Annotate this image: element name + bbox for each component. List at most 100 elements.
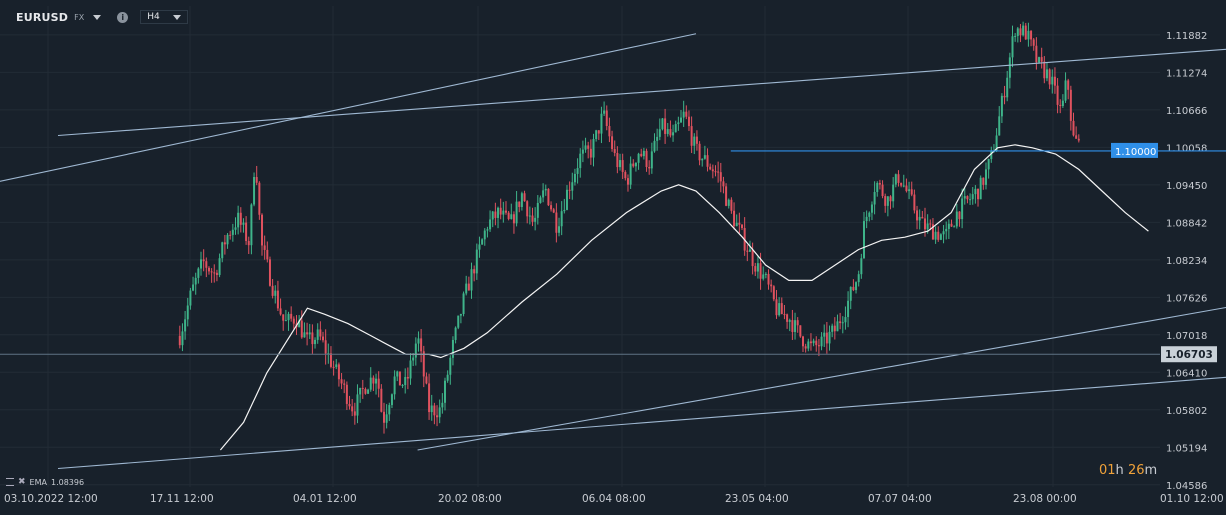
trendline[interactable] xyxy=(0,33,697,228)
indicator-remove-icon[interactable]: ✖ xyxy=(18,477,26,487)
candle-body xyxy=(571,182,574,191)
candle-body xyxy=(889,196,892,202)
candle-body xyxy=(573,173,576,183)
candle-body xyxy=(385,414,388,423)
candle-body xyxy=(210,271,213,273)
candle-body xyxy=(356,394,359,416)
candle-body xyxy=(807,341,810,349)
candle-body xyxy=(937,231,940,240)
candle-body xyxy=(860,258,863,275)
candle-body xyxy=(942,231,945,235)
y-tick-label: 1.07626 xyxy=(1166,293,1207,304)
market-label: FX xyxy=(74,12,85,22)
candle-body xyxy=(412,357,415,361)
candle-body xyxy=(565,189,568,210)
timeframe-select[interactable]: H4 xyxy=(140,10,188,24)
candle-body xyxy=(319,329,322,337)
candle-body xyxy=(181,331,184,346)
candle-body xyxy=(1000,95,1003,117)
candle-body xyxy=(656,136,659,141)
candle-body xyxy=(703,155,706,159)
candle-body xyxy=(207,267,210,272)
level-price-tag-label: 1.10000 xyxy=(1115,147,1156,158)
candle-body xyxy=(271,285,274,296)
x-tick-label: 17.11 12:00 xyxy=(150,493,214,505)
trendline[interactable] xyxy=(417,256,1226,451)
candle-body xyxy=(414,343,417,358)
candle-body xyxy=(353,411,356,416)
candle-body xyxy=(680,117,683,123)
candle-body xyxy=(849,286,852,301)
candle-body xyxy=(430,405,433,413)
candle-body xyxy=(926,223,929,230)
candle-body xyxy=(221,242,224,259)
candle-body xyxy=(852,286,855,291)
candle-body xyxy=(200,259,203,269)
candle-body xyxy=(945,228,948,232)
candle-body xyxy=(632,163,635,167)
trendline[interactable] xyxy=(57,28,1226,137)
candle-body xyxy=(422,351,425,377)
candle-body xyxy=(892,184,895,202)
candle-body xyxy=(184,319,187,332)
candle-body xyxy=(772,286,775,300)
candle-body xyxy=(239,212,242,225)
candle-body xyxy=(682,111,685,118)
candle-body xyxy=(884,196,887,206)
candle-body xyxy=(1027,30,1030,40)
candle-body xyxy=(767,273,770,285)
candle-body xyxy=(218,258,221,275)
candle-body xyxy=(382,411,385,423)
candle-body xyxy=(1075,135,1078,139)
candle-body xyxy=(213,272,216,274)
indicator-legend: ✖ EMA 1.08396 xyxy=(6,477,84,487)
candle-body xyxy=(337,364,340,380)
candle-body xyxy=(733,210,736,227)
candle-body xyxy=(518,201,521,207)
y-tick-label: 1.10058 xyxy=(1166,143,1207,154)
candle-body xyxy=(263,245,266,250)
trendline[interactable] xyxy=(57,354,1226,470)
symbol-label[interactable]: EURUSD xyxy=(16,10,69,24)
x-tick-label: 20.02 08:00 xyxy=(438,493,502,505)
candle-body xyxy=(947,223,950,229)
candle-body xyxy=(420,338,423,352)
candle-body xyxy=(229,234,232,236)
candle-body xyxy=(751,249,754,267)
countdown-hours-unit: h xyxy=(1115,463,1124,478)
candle-body xyxy=(608,126,611,137)
candle-body xyxy=(388,405,391,415)
indicator-settings-icon[interactable] xyxy=(6,478,14,486)
candle-body xyxy=(523,193,526,202)
x-tick-label: 04.01 12:00 xyxy=(293,493,357,505)
candle-body xyxy=(865,216,868,222)
candle-body xyxy=(605,110,608,127)
candle-body xyxy=(624,171,627,179)
candle-body xyxy=(189,290,192,306)
symbol-dropdown-chevron-icon[interactable] xyxy=(93,14,102,20)
candle-body xyxy=(597,130,600,134)
candle-body xyxy=(756,263,759,272)
candle-body xyxy=(489,219,492,230)
info-icon[interactable]: i xyxy=(117,11,129,23)
candle-body xyxy=(894,174,897,185)
candle-body xyxy=(298,320,301,328)
candle-body xyxy=(441,402,444,408)
y-tick-label: 1.09450 xyxy=(1166,181,1207,192)
level-price-tag[interactable] xyxy=(1111,142,1158,158)
candle-body xyxy=(481,239,484,245)
candle-body xyxy=(282,314,285,321)
candle-body xyxy=(913,194,916,211)
candle-body xyxy=(677,122,680,125)
candle-body xyxy=(672,132,675,136)
x-tick-label: 23.05 04:00 xyxy=(725,493,789,505)
candle-body xyxy=(987,159,990,170)
candle-body xyxy=(534,217,537,222)
candle-body xyxy=(462,293,465,314)
candle-body xyxy=(783,314,786,316)
candle-body xyxy=(324,340,327,354)
y-tick-label: 1.06410 xyxy=(1166,368,1207,379)
candle-body xyxy=(780,303,783,315)
candle-body xyxy=(393,376,396,395)
